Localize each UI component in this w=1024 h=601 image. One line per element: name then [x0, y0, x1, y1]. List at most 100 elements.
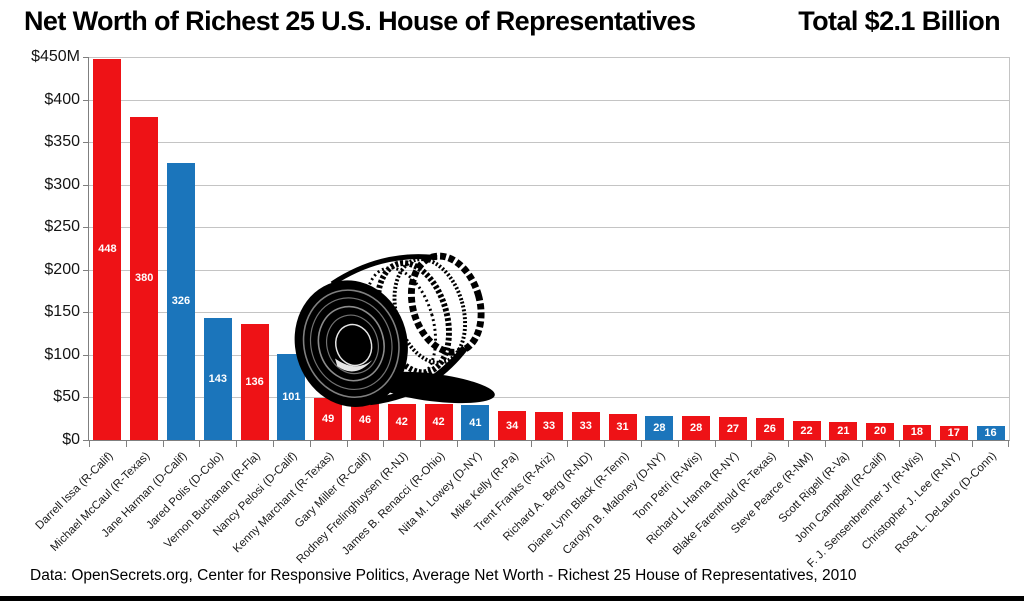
- bar-slot: 33 Richard A. Berg (R-ND): [501, 57, 604, 543]
- bar: 136: [240, 324, 269, 440]
- bar-slot: 41 Nita M. Lowey (D-NY): [396, 57, 494, 538]
- bar-value-label: 33: [542, 419, 556, 432]
- bar: 21: [829, 422, 858, 440]
- bar-slot: 31 Diane Lynn Black (R-Tenn): [526, 57, 641, 555]
- y-axis-label: $350: [44, 133, 80, 151]
- bar-value-label: 28: [690, 422, 703, 435]
- bar-value-label: 21: [837, 425, 850, 438]
- gridline: [89, 354, 1009, 356]
- gridline: [89, 184, 1009, 186]
- bar-value-label: 136: [245, 376, 264, 389]
- bar-slot: 28 Tom Petri (R-Wis): [632, 57, 715, 523]
- bottom-border: [0, 596, 1024, 601]
- bar-slot: 22 Steve Pearce (R-NM): [729, 57, 825, 536]
- bar-value-label: 34: [506, 419, 519, 432]
- bar-slot: 21 Scott Rigell (R-Va): [777, 57, 862, 525]
- y-axis-tick: [83, 57, 89, 58]
- bar: 17: [939, 425, 968, 440]
- gridline: [89, 99, 1009, 101]
- camera-lens-illustration: [294, 252, 495, 407]
- x-axis-label: Mike Kelly (R-Pa): [448, 450, 521, 522]
- chart-title-main: Net Worth of Richest 25 U.S. House of Re…: [24, 6, 696, 36]
- bar-slot: 18 F. J. Sensenbrenner Jr (R-Wis): [805, 57, 936, 570]
- bar: 20: [866, 422, 895, 440]
- y-axis-label: $300: [44, 175, 80, 193]
- bar-value-label: 42: [432, 416, 445, 429]
- bar: 380: [130, 116, 159, 440]
- bar-slot: 28 Carolyn B. Maloney (D-NY): [561, 57, 678, 557]
- data-source-caption: Data: OpenSecrets.org, Center for Respon…: [30, 567, 857, 584]
- bar: 28: [645, 416, 674, 440]
- gridline: [89, 269, 1009, 271]
- y-axis-label: $50: [53, 388, 80, 406]
- bar-value-label: 101: [282, 391, 301, 404]
- bar-slot: 33 Trent Franks (R-Ariz): [473, 57, 568, 535]
- y-axis-tick: [83, 354, 89, 356]
- chart-title: Net Worth of Richest 25 U.S. House of Re…: [24, 6, 1001, 37]
- bar-value-label: 46: [358, 414, 372, 427]
- gridline: [89, 57, 1009, 58]
- bar-slot: 17 Christopher J. Lee (R-NY): [860, 57, 972, 552]
- bar-slot: 326 Jane Harman (D-Calif): [100, 57, 200, 540]
- bar-value-label: 143: [208, 373, 227, 386]
- bar: 42: [387, 404, 416, 440]
- bar: 33: [571, 411, 600, 440]
- bar-slot: 34 Mike Kelly (R-Pa): [449, 57, 531, 522]
- bar-slot: 49 Kenny Marchant (R-Texas): [231, 57, 347, 555]
- bar: 46: [350, 400, 379, 440]
- bar-slot: 380 Michael McCaul (R-Texas): [49, 57, 163, 554]
- bar: 27: [718, 417, 747, 440]
- y-axis-label: $100: [44, 345, 80, 363]
- bar-slot: 101 Nancy Pelosi (D-Calif): [211, 57, 310, 538]
- bar-value-label: 26: [763, 422, 776, 435]
- bar: 101: [277, 354, 306, 440]
- bar: 26: [755, 417, 784, 440]
- bar-slot: 448 Darrell Issa (R-Calif): [34, 57, 126, 532]
- y-axis-tick: [83, 397, 89, 399]
- bars: 448 Darrell Issa (R-Calif) 380 Michael McCa…: [34, 57, 1009, 570]
- bar-slot: 143 Jared Polis (D-Colo): [145, 57, 236, 532]
- y-axis-tick: [83, 440, 89, 441]
- gridline: [89, 397, 1009, 399]
- bar-slot: 26 Blake Farenthold (R-Texas): [671, 57, 788, 557]
- bar-value-label: 28: [653, 422, 666, 435]
- bar: 31: [608, 413, 637, 440]
- bar: 41: [461, 405, 490, 440]
- plot-area: 448 Darrell Issa (R-Calif) 380 Michael McCa…: [31, 48, 1010, 570]
- y-axis-tick: [83, 99, 89, 101]
- bar: 18: [902, 424, 931, 440]
- bar-value-label: 27: [726, 422, 740, 435]
- bar: 42: [424, 404, 453, 440]
- bar-value-label: 448: [98, 243, 117, 256]
- bar: 143: [203, 318, 232, 440]
- y-axis-tick: [83, 142, 89, 144]
- y-axis-tick: [83, 227, 89, 229]
- bar-value-label: 33: [579, 419, 592, 432]
- bar-value-label: 380: [135, 272, 154, 285]
- bar-value-label: 17: [947, 426, 960, 439]
- bar-slot: 46 Gary Miller (R-Calif): [293, 57, 384, 530]
- bar: 28: [682, 416, 711, 440]
- bar: 448: [93, 58, 122, 440]
- y-axis-label: $0: [62, 431, 80, 448]
- chart-title-total: Total $2.1 Billion: [798, 6, 1000, 36]
- y-axis-tick: [83, 312, 89, 314]
- bar: 49: [314, 398, 343, 440]
- bar-slot: 42 Rodney Frelinghuysen (R-NJ): [294, 57, 420, 566]
- bar: 16: [976, 426, 1005, 440]
- y-axis-label: $450M: [31, 48, 80, 65]
- bar-slot: 136 Vernon Buchanan (R-Fla): [162, 57, 273, 551]
- bar-slot: 16 Rosa L. DeLauro (D-Conn): [893, 57, 1009, 556]
- bar: 22: [792, 421, 821, 440]
- bar-value-label: 18: [910, 426, 924, 439]
- bar-value-label: 22: [800, 424, 813, 437]
- bar-value-label: 20: [874, 425, 887, 438]
- gridline: [89, 312, 1009, 314]
- gridline: [89, 142, 1009, 144]
- bar-value-label: 41: [469, 416, 482, 429]
- y-axis-tick: [83, 269, 89, 271]
- bar: 326: [166, 162, 195, 440]
- bar-slot: 27 Richard L Hanna (R-NY): [645, 57, 752, 547]
- bar-value-label: 326: [171, 295, 191, 308]
